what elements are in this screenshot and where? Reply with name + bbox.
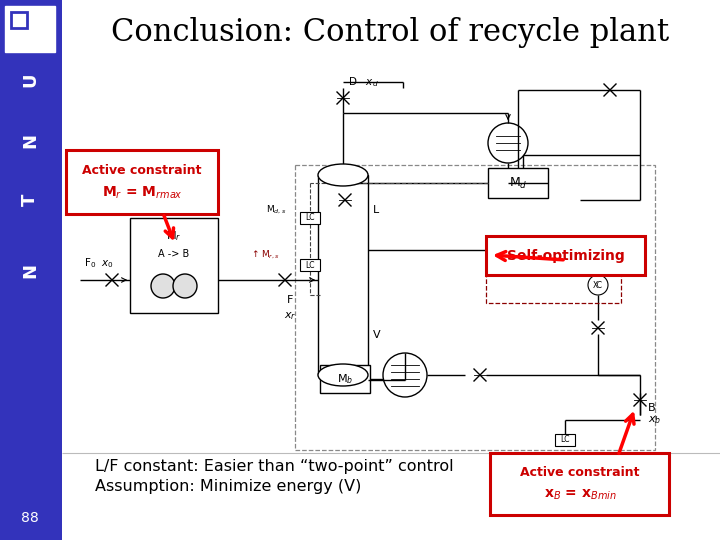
- Circle shape: [488, 123, 528, 163]
- Circle shape: [545, 250, 565, 270]
- Bar: [320, 365, 370, 393]
- Ellipse shape: [318, 164, 368, 186]
- FancyBboxPatch shape: [490, 453, 669, 515]
- Bar: [300, 212, 320, 224]
- Text: M$_{d,s}$: M$_{d,s}$: [266, 204, 286, 216]
- Text: L: L: [373, 205, 379, 215]
- Text: F$_0$  $x_0$: F$_0$ $x_0$: [84, 256, 114, 270]
- FancyBboxPatch shape: [66, 150, 218, 214]
- Text: U: U: [21, 73, 39, 87]
- Bar: [300, 259, 320, 271]
- Ellipse shape: [318, 364, 368, 386]
- Bar: [318, 175, 368, 375]
- Circle shape: [173, 274, 197, 298]
- Text: $\lambda_{b,s}$: $\lambda_{b,s}$: [545, 267, 563, 279]
- Text: 88: 88: [21, 511, 39, 525]
- Bar: [130, 218, 218, 313]
- FancyBboxPatch shape: [486, 236, 645, 275]
- Text: M$_r$: M$_r$: [166, 229, 181, 243]
- Text: Assumption: Minimize energy (V): Assumption: Minimize energy (V): [95, 480, 361, 495]
- Text: RC: RC: [550, 255, 560, 265]
- Bar: [295, 165, 655, 450]
- Bar: [486, 248, 621, 303]
- Text: Conclusion: Control of recycle plant: Conclusion: Control of recycle plant: [111, 17, 669, 48]
- Text: $x_b$: $x_b$: [648, 414, 662, 426]
- Text: A -> B: A -> B: [158, 249, 189, 259]
- Text: XC: XC: [593, 280, 603, 289]
- Text: LC: LC: [560, 435, 570, 444]
- Text: T: T: [21, 194, 39, 206]
- Circle shape: [588, 275, 608, 295]
- Text: x$_B$ = x$_{Bmin}$: x$_B$ = x$_{Bmin}$: [544, 488, 616, 502]
- Text: LC: LC: [305, 260, 315, 269]
- Text: L/F$_s$: L/F$_s$: [500, 267, 518, 279]
- Text: $\uparrow$M$_{r,s}$: $\uparrow$M$_{r,s}$: [250, 249, 280, 261]
- Text: Self-optimizing: Self-optimizing: [507, 249, 625, 263]
- Text: Active constraint: Active constraint: [521, 465, 640, 478]
- Bar: [0, 0, 62, 540]
- Text: LC: LC: [305, 213, 315, 222]
- Text: F: F: [287, 295, 293, 305]
- Text: V: V: [373, 330, 381, 340]
- Text: N: N: [21, 132, 39, 147]
- Text: M$_b$: M$_b$: [337, 372, 353, 386]
- Circle shape: [383, 353, 427, 397]
- Text: L/F constant: Easier than “two-point” control: L/F constant: Easier than “two-point” co…: [95, 460, 454, 475]
- Bar: [555, 434, 575, 446]
- Circle shape: [151, 274, 175, 298]
- Text: $x_r$: $x_r$: [284, 310, 296, 322]
- Text: M$_{b,s}$: M$_{b,s}$: [555, 455, 575, 467]
- Text: N: N: [21, 262, 39, 278]
- Text: M$_r$ = M$_{rmax}$: M$_r$ = M$_{rmax}$: [102, 185, 182, 201]
- Text: B: B: [648, 403, 656, 413]
- Text: D   $x_d$: D $x_d$: [348, 75, 379, 89]
- FancyBboxPatch shape: [5, 6, 55, 52]
- Text: M$_d$: M$_d$: [509, 176, 527, 191]
- Text: Active constraint: Active constraint: [82, 164, 202, 177]
- Bar: [488, 168, 548, 198]
